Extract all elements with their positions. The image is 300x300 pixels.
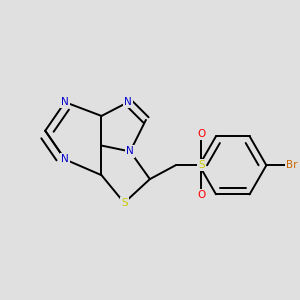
Text: S: S — [198, 160, 205, 170]
Text: O: O — [197, 129, 205, 139]
Text: S: S — [121, 198, 128, 208]
Text: N: N — [124, 97, 132, 107]
Text: N: N — [126, 146, 134, 157]
Text: O: O — [197, 190, 205, 200]
Text: N: N — [61, 97, 69, 107]
Text: Br: Br — [286, 160, 298, 170]
Text: N: N — [61, 154, 69, 164]
